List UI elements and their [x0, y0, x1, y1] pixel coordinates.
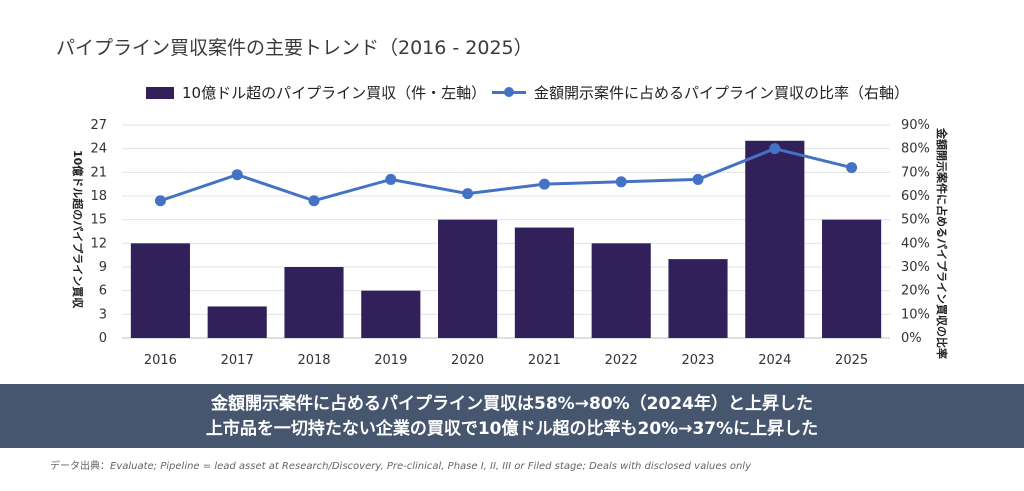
- data-source: データ出典：Evaluate; Pipeline = lead asset at…: [50, 457, 751, 472]
- legend-bar-label: 10億ドル超のパイプライン買収（件・左軸）: [182, 84, 487, 102]
- ratio-point-2025: [846, 162, 858, 174]
- bar-2022: [591, 243, 651, 338]
- ratio-point-2019: [385, 173, 397, 185]
- y-axis-label: 10億ドル超のパイプライン買収: [71, 150, 85, 309]
- y-axis-left: 0 3 6 9 12 15 18 21 24 27: [90, 118, 107, 346]
- y2-tick-label: 60%: [901, 189, 930, 204]
- bar-2017: [207, 306, 267, 338]
- ratio-point-2023: [692, 173, 704, 185]
- x-tick-label: 2017: [221, 353, 254, 368]
- chart-title: パイプライン買収案件の主要トレンド（2016 - 2025）: [56, 37, 533, 59]
- bar-2020: [438, 219, 498, 338]
- x-tick-label: 2020: [451, 353, 484, 368]
- legend-item-bar: 10億ドル超のパイプライン買収（件・左軸）: [146, 82, 486, 103]
- x-tick-label: 2024: [758, 353, 791, 368]
- ratio-point-2018: [308, 195, 320, 207]
- y-tick-label: 6: [99, 284, 107, 299]
- y2-tick-label: 20%: [901, 284, 930, 299]
- ratio-point-2021: [538, 178, 550, 190]
- y-tick-label: 9: [99, 260, 107, 275]
- ratio-point-2016: [154, 195, 166, 207]
- y2-tick-label: 70%: [901, 165, 930, 180]
- y2-tick-label: 50%: [901, 213, 930, 228]
- y2-tick-label: 10%: [901, 307, 930, 322]
- bar-2025: [822, 219, 882, 338]
- bar-2018: [284, 267, 344, 338]
- legend-line-label: 金額開示案件に占めるパイプライン買収の比率（右軸）: [534, 84, 910, 102]
- x-tick-label: 2019: [374, 353, 407, 368]
- bar-2016: [130, 243, 190, 338]
- ratio-point-2024: [769, 143, 781, 155]
- banner-line-2: 上市品を一切持たない企業の買収で10億ドル超の比率も20%→37%に上昇した: [205, 419, 819, 439]
- y2-tick-label: 40%: [901, 236, 930, 251]
- y-tick-label: 27: [90, 118, 107, 133]
- bar-2024: [745, 140, 805, 338]
- line-series: [154, 143, 858, 207]
- y2-tick-label: 0%: [901, 331, 922, 346]
- y2-tick-label: 30%: [901, 260, 930, 275]
- y-tick-label: 21: [90, 165, 107, 180]
- x-axis: 2016 2017 2018 2019 2020 2021 2022 2023 2024 2025: [144, 353, 868, 368]
- y2-axis-label: 金額開示案件に占めるパイプライン買収の比率: [935, 127, 949, 359]
- x-tick-label: 2021: [528, 353, 561, 368]
- ratio-line: [159, 147, 852, 203]
- combo-chart: 0 3 6 9 12 15 18 21 24 27 0% 10% 20% 30% 40% 50% 60% 70%…: [71, 118, 949, 368]
- x-tick-label: 2022: [605, 353, 638, 368]
- legend-item-line: 金額開示案件に占めるパイプライン買収の比率（右軸）: [492, 82, 909, 103]
- y-tick-label: 24: [90, 142, 107, 157]
- y-tick-label: 3: [99, 307, 107, 322]
- y2-tick-label: 90%: [901, 118, 930, 133]
- y-tick-label: 0: [99, 331, 107, 346]
- x-tick-label: 2016: [144, 353, 177, 368]
- summary-banner: 金額開示案件に占めるパイプライン買収は58%→80%（2024年）と上昇した 上…: [0, 384, 1024, 448]
- legend: 10億ドル超のパイプライン買収（件・左軸） 金額開示案件に占めるパイプライン買収…: [0, 82, 1024, 106]
- x-tick-label: 2018: [297, 353, 330, 368]
- y-tick-label: 12: [90, 236, 107, 251]
- bar-2023: [668, 259, 728, 338]
- bar-2021: [514, 227, 574, 338]
- legend-bar-swatch: [146, 86, 174, 99]
- ratio-point-2022: [615, 176, 627, 188]
- bar-series: [130, 140, 882, 338]
- source-text: Evaluate; Pipeline = lead asset at Resea…: [110, 461, 752, 472]
- x-tick-label: 2023: [681, 353, 714, 368]
- bar-2019: [361, 290, 421, 338]
- x-tick-label: 2025: [835, 353, 868, 368]
- banner-line-1: 金額開示案件に占めるパイプライン買収は58%→80%（2024年）と上昇した: [211, 394, 813, 414]
- y2-tick-label: 80%: [901, 142, 930, 157]
- ratio-point-2017: [231, 169, 243, 181]
- y-tick-label: 18: [90, 189, 107, 204]
- ratio-point-2020: [462, 188, 474, 200]
- legend-line-swatch: [492, 87, 526, 97]
- y-tick-label: 15: [90, 213, 107, 228]
- y-axis-right: 0% 10% 20% 30% 40% 50% 60% 70% 80% 90%: [901, 118, 930, 346]
- source-label: データ出典：: [50, 461, 110, 472]
